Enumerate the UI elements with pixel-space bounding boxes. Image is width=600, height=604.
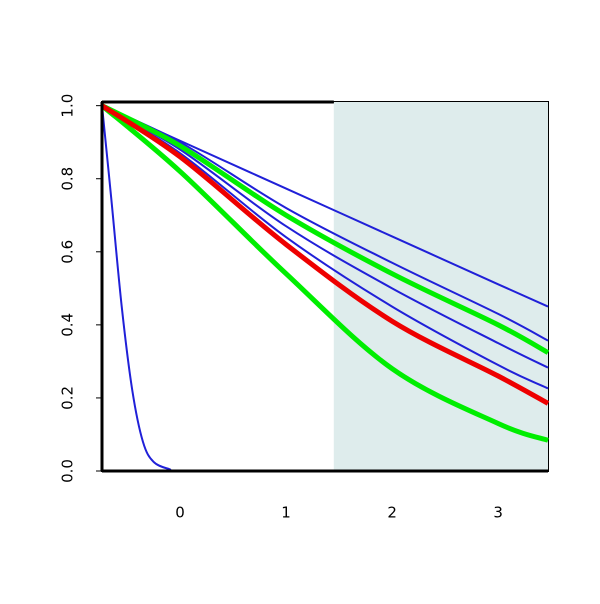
y-tick-label: 0.8	[59, 167, 77, 191]
curve	[101, 104, 549, 390]
curve	[101, 104, 549, 369]
curve	[100, 103, 549, 443]
curve	[100, 103, 550, 355]
x-tick-label: 3	[493, 504, 503, 522]
y-tick-label: 0.2	[59, 386, 77, 410]
curve	[101, 104, 549, 342]
y-tick-label: 0.6	[59, 240, 77, 264]
x-tick-label: 2	[387, 504, 397, 522]
x-tick-label: 1	[281, 504, 291, 522]
y-tick-label: 0.4	[59, 313, 77, 337]
x-tick-label: 0	[175, 504, 185, 522]
curve	[100, 103, 550, 406]
y-tick-label: 1.0	[59, 94, 77, 118]
y-tick-label: 0.0	[59, 459, 77, 483]
